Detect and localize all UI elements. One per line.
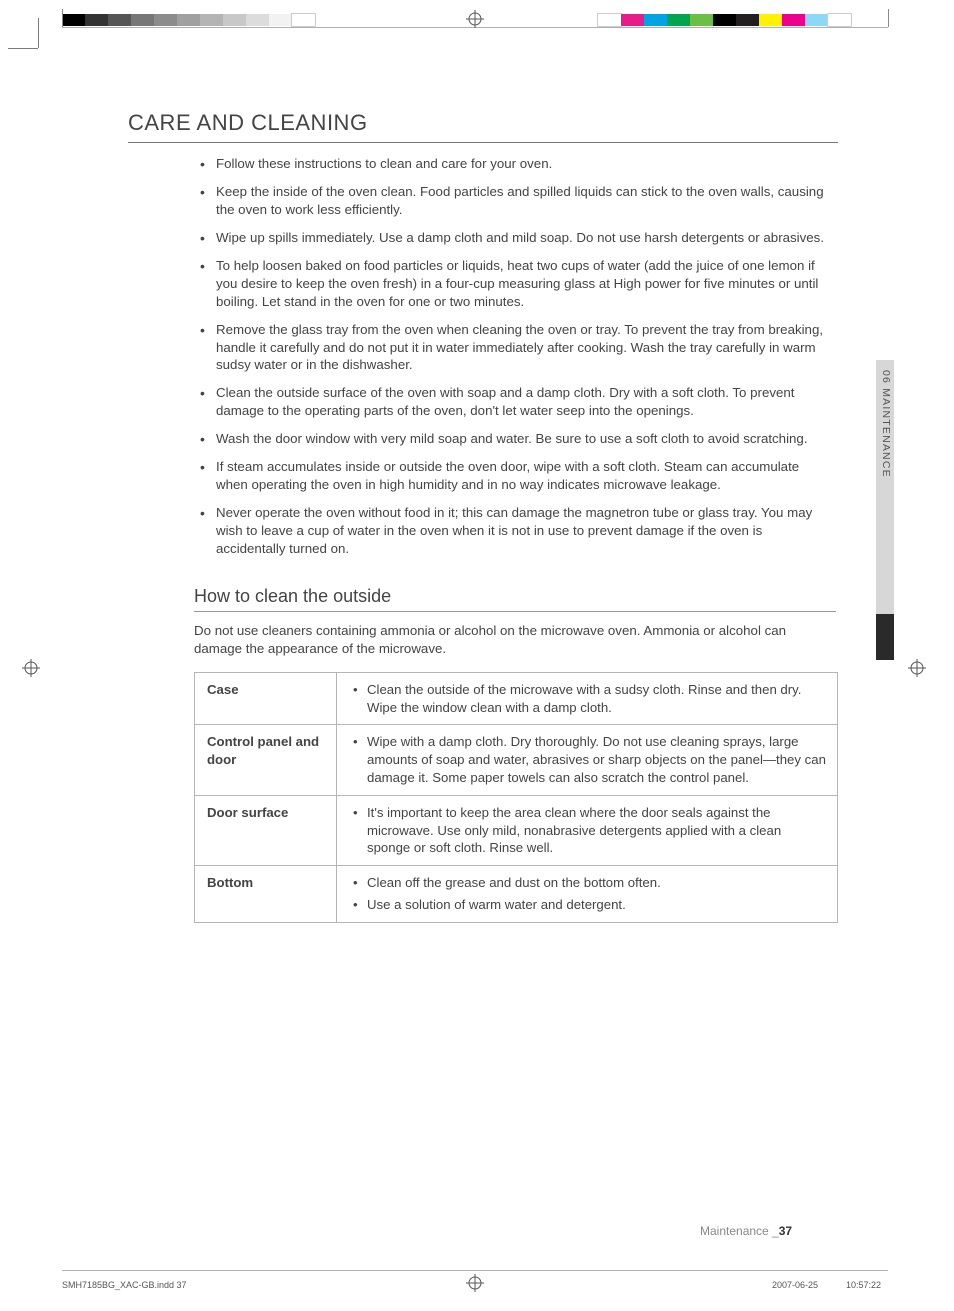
instruction-list: Follow these instructions to clean and c… — [194, 155, 834, 558]
section-tab-label: 06 MAINTENANCE — [880, 370, 892, 478]
registration-mark-icon — [466, 1274, 484, 1297]
intro-text: Do not use cleaners containing ammonia o… — [194, 622, 836, 658]
footer-time: 10:57:22 — [846, 1280, 881, 1290]
section-tab-marker — [876, 614, 894, 660]
table-row-content: Wipe with a damp cloth. Dry thoroughly. … — [337, 725, 838, 795]
table-row-content: Clean off the grease and dust on the bot… — [337, 866, 838, 923]
instruction-item: Follow these instructions to clean and c… — [194, 155, 834, 173]
instruction-item: Clean the outside surface of the oven wi… — [194, 384, 834, 420]
subheading: How to clean the outside — [194, 586, 836, 612]
page-footer: Maintenance _37 — [700, 1224, 792, 1238]
table-row-item: Wipe with a damp cloth. Dry thoroughly. … — [349, 733, 827, 786]
table-row: Case Clean the outside of the microwave w… — [195, 672, 838, 725]
table-row: Bottom Clean off the grease and dust on t… — [195, 866, 838, 923]
table-row-item: Clean the outside of the microwave with … — [349, 681, 827, 717]
registration-mark-icon — [22, 659, 40, 682]
registration-mark-icon — [908, 659, 926, 682]
footer-section: Maintenance _ — [700, 1224, 779, 1238]
table-row-item: Clean off the grease and dust on the bot… — [349, 874, 827, 892]
instruction-item: Never operate the oven without food in i… — [194, 504, 834, 558]
instruction-item: Wipe up spills immediately. Use a damp c… — [194, 229, 834, 247]
table-row-item: It's important to keep the area clean wh… — [349, 804, 827, 857]
instruction-item: Keep the inside of the oven clean. Food … — [194, 183, 834, 219]
table-row-label: Door surface — [195, 795, 337, 865]
color-strip — [598, 14, 851, 26]
table-row-item: Use a solution of warm water and deterge… — [349, 896, 827, 914]
printer-marks-bottom: SMH7185BG_XAC-GB.indd 37 2007-06-25 10:5… — [0, 1270, 954, 1300]
instruction-item: Remove the glass tray from the oven when… — [194, 321, 834, 375]
table-row-label: Bottom — [195, 866, 337, 923]
footer-filename: SMH7185BG_XAC-GB.indd 37 — [62, 1280, 187, 1290]
table-row-content: It's important to keep the area clean wh… — [337, 795, 838, 865]
page-content: CARE AND CLEANING Follow these instructi… — [128, 110, 838, 923]
table-row-content: Clean the outside of the microwave with … — [337, 672, 838, 725]
grayscale-strip — [62, 14, 315, 26]
instruction-item: To help loosen baked on food particles o… — [194, 257, 834, 311]
printer-marks-top — [0, 8, 954, 32]
table-row: Door surfaceIt's important to keep the a… — [195, 795, 838, 865]
cleaning-table: Case Clean the outside of the microwave w… — [194, 672, 838, 923]
table-row-label: Case — [195, 672, 337, 725]
registration-mark-icon — [466, 10, 484, 28]
table-row: Control panel and doorWipe with a damp c… — [195, 725, 838, 795]
instruction-item: Wash the door window with very mild soap… — [194, 430, 834, 448]
footer-date: 2007-06-25 — [772, 1280, 818, 1290]
page-title: CARE AND CLEANING — [128, 110, 838, 143]
footer-page-number: 37 — [779, 1224, 792, 1238]
instruction-item: If steam accumulates inside or outside t… — [194, 458, 834, 494]
table-row-label: Control panel and door — [195, 725, 337, 795]
